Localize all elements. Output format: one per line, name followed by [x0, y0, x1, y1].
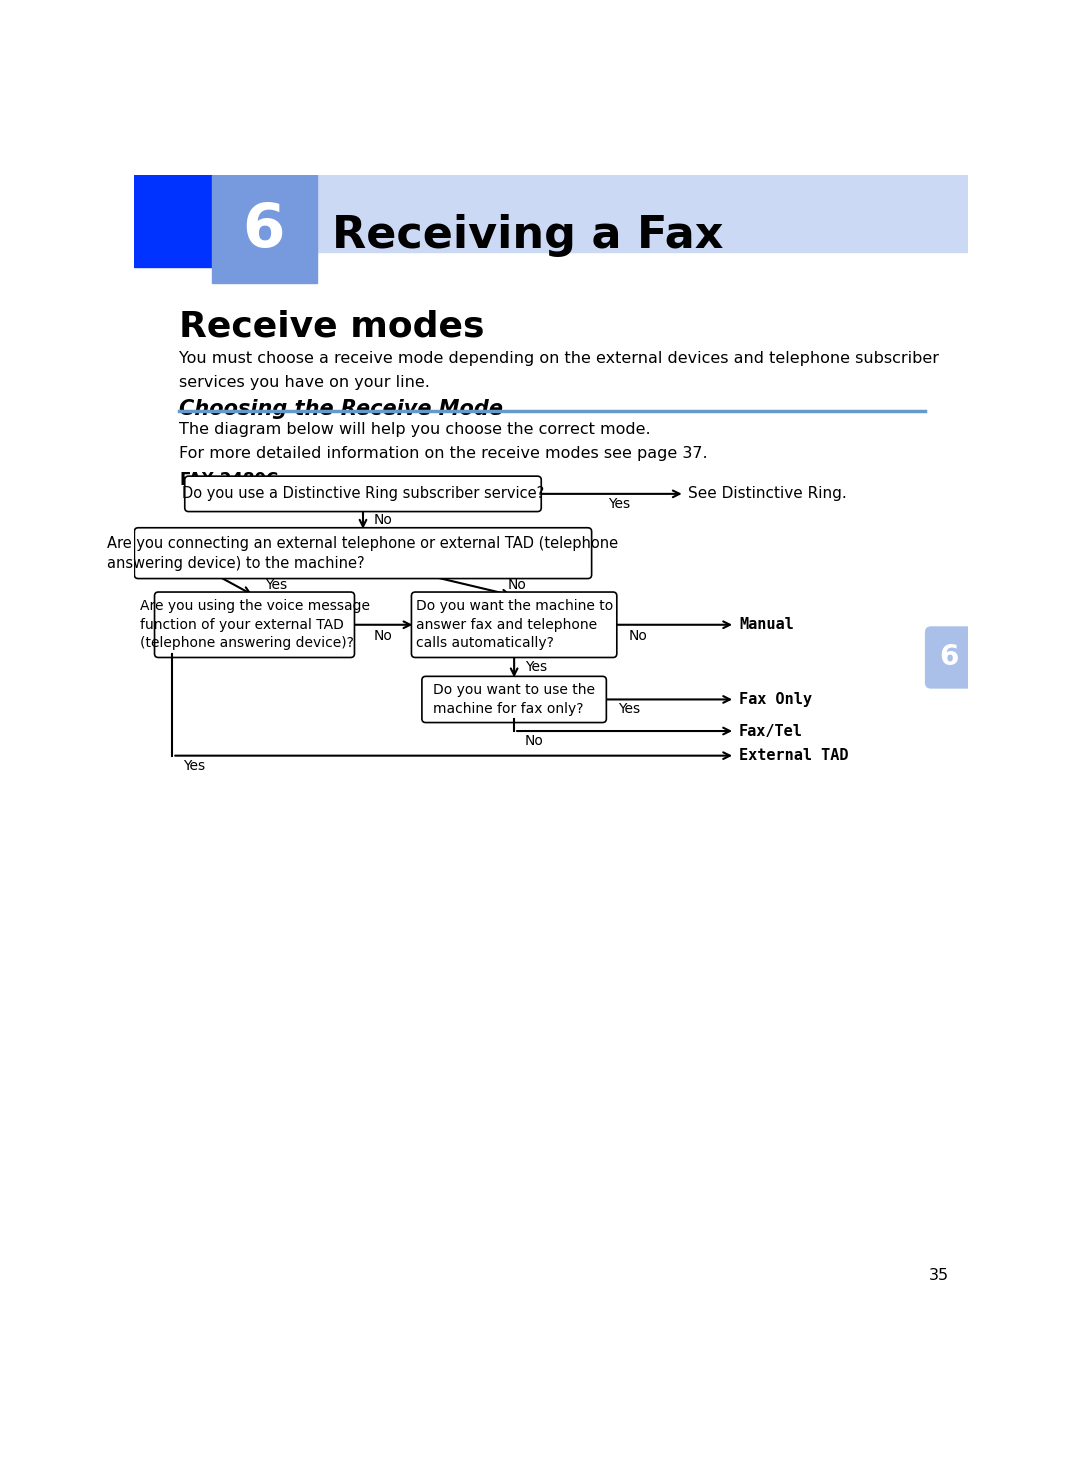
Text: 6: 6	[243, 201, 285, 260]
Text: You must choose a receive mode depending on the external devices and telephone s: You must choose a receive mode depending…	[180, 352, 940, 390]
Text: Are you using the voice message
function of your external TAD
(telephone answeri: Are you using the voice message function…	[140, 600, 370, 651]
Text: Receive modes: Receive modes	[180, 309, 485, 343]
Text: Choosing the Receive Mode: Choosing the Receive Mode	[180, 400, 503, 419]
Text: No: No	[373, 629, 392, 642]
Bar	[134, 175, 212, 267]
Text: No: No	[507, 578, 527, 592]
Text: Are you connecting an external telephone or external TAD (telephone
answering de: Are you connecting an external telephone…	[108, 535, 618, 570]
Text: No: No	[629, 629, 647, 642]
Text: For more detailed information on the receive modes see page 37.: For more detailed information on the rec…	[180, 446, 708, 461]
FancyBboxPatch shape	[421, 677, 606, 722]
Text: Yes: Yes	[183, 759, 205, 773]
FancyBboxPatch shape	[924, 626, 974, 689]
Text: No: No	[525, 734, 544, 748]
Bar	[212, 175, 316, 283]
Text: Do you want to use the
machine for fax only?: Do you want to use the machine for fax o…	[433, 683, 596, 716]
Text: See Distinctive Ring.: See Distinctive Ring.	[688, 486, 847, 502]
Text: Yes: Yes	[607, 498, 630, 511]
FancyBboxPatch shape	[185, 476, 541, 512]
Text: Yes: Yes	[266, 578, 287, 592]
Text: Do you use a Distinctive Ring subscriber service?: Do you use a Distinctive Ring subscriber…	[182, 486, 544, 502]
Text: Receiving a Fax: Receiving a Fax	[332, 214, 723, 257]
Text: Yes: Yes	[618, 702, 640, 716]
Text: 6: 6	[940, 643, 959, 671]
Text: External TAD: External TAD	[739, 748, 848, 763]
FancyBboxPatch shape	[134, 528, 591, 579]
Text: Yes: Yes	[525, 659, 547, 674]
Text: Manual: Manual	[739, 617, 793, 632]
Text: Fax Only: Fax Only	[739, 692, 812, 708]
Bar	[277, 213, 968, 252]
FancyBboxPatch shape	[412, 592, 617, 658]
Text: 35: 35	[929, 1268, 949, 1282]
Text: FAX-2480C: FAX-2480C	[180, 471, 278, 489]
FancyBboxPatch shape	[155, 592, 355, 658]
Text: Fax/Tel: Fax/Tel	[739, 724, 803, 738]
Bar	[134, 175, 968, 213]
Text: No: No	[374, 512, 392, 527]
Text: Do you want the machine to
answer fax and telephone
calls automatically?: Do you want the machine to answer fax an…	[416, 600, 613, 651]
Text: The diagram below will help you choose the correct mode.: The diagram below will help you choose t…	[180, 422, 651, 438]
